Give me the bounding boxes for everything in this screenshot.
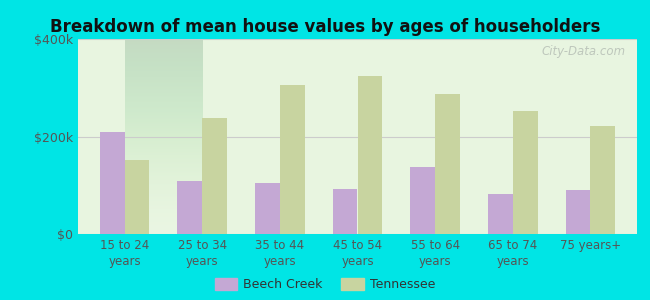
- Bar: [333, 189, 358, 234]
- Bar: [255, 183, 280, 234]
- Text: City-Data.com: City-Data.com: [541, 45, 626, 58]
- Bar: [513, 111, 538, 234]
- Bar: [566, 190, 590, 234]
- Bar: [410, 167, 435, 234]
- Bar: [99, 132, 125, 234]
- Text: Breakdown of mean house values by ages of householders: Breakdown of mean house values by ages o…: [50, 18, 600, 36]
- Bar: [358, 76, 382, 234]
- Bar: [435, 94, 460, 234]
- Bar: [280, 85, 305, 234]
- Bar: [177, 181, 202, 234]
- Bar: [488, 194, 513, 234]
- Bar: [590, 126, 616, 234]
- Bar: [202, 118, 227, 234]
- Bar: [125, 160, 150, 234]
- Legend: Beech Creek, Tennessee: Beech Creek, Tennessee: [214, 278, 436, 291]
